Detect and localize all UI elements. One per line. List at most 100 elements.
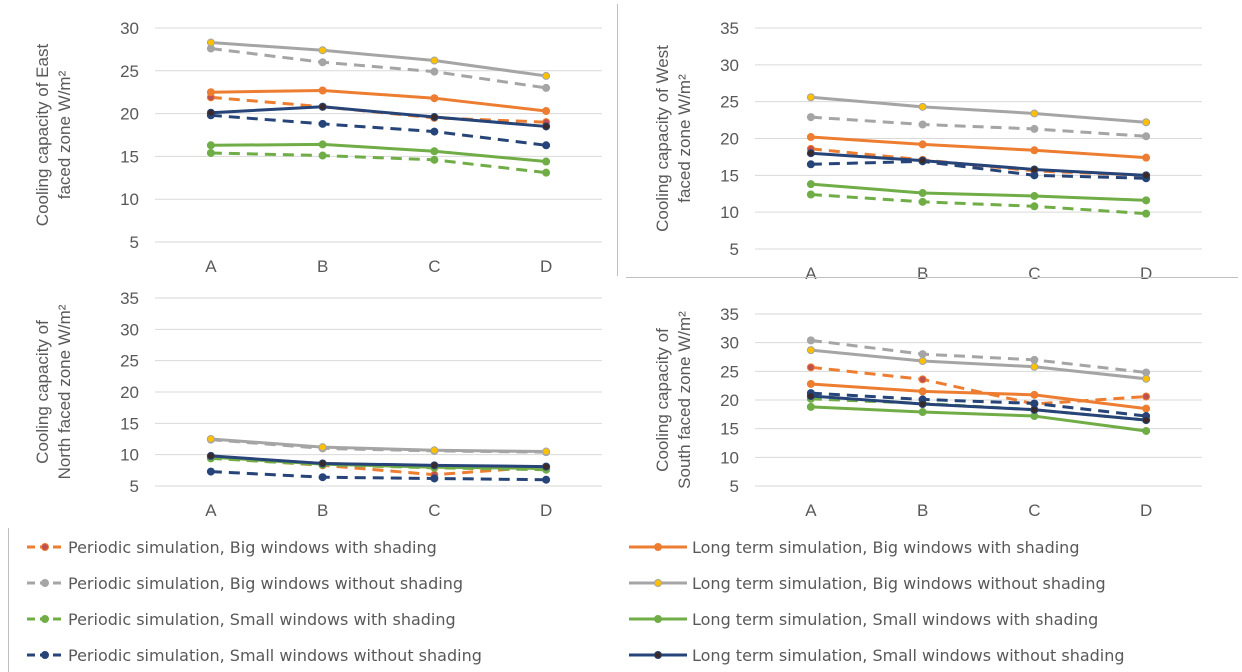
legend-item: Long term simulation, Big windows withou… <box>628 566 1106 600</box>
data-point <box>1142 209 1151 218</box>
data-point <box>918 197 927 206</box>
data-point <box>1142 426 1151 435</box>
data-point <box>318 102 327 111</box>
legend-item: Long term simulation, Small windows with… <box>628 638 1125 672</box>
data-point <box>542 71 551 80</box>
legend-swatch-marker <box>654 615 662 623</box>
legend-swatch <box>27 615 63 623</box>
data-point <box>1030 191 1039 200</box>
legend-swatch-marker <box>41 615 49 623</box>
y-tick-label: 25 <box>720 93 739 112</box>
data-point <box>918 156 927 165</box>
data-point <box>806 346 815 355</box>
x-tick-label: B <box>317 501 328 520</box>
data-point <box>430 56 439 65</box>
data-point <box>1142 118 1151 127</box>
y-tick-label: 25 <box>120 62 139 81</box>
data-point <box>1030 362 1039 371</box>
x-tick-label: D <box>1140 264 1152 283</box>
series-line <box>810 391 1147 418</box>
legend-item: Periodic simulation, Small windows witho… <box>26 638 482 672</box>
data-point <box>430 461 439 470</box>
legend-label: Long term simulation, Small windows with… <box>692 609 1099 629</box>
chart-svg: 5 10 15 20 25 30 35 A B C D Cooling capacity of Nort… <box>33 289 602 520</box>
west-zone-chart: 5 10 15 20 25 30 35 A B C D Cooling capacity of Wes… <box>620 0 1242 283</box>
y-axis-label: Cooling capacity of South faced zone W/m² <box>653 311 694 489</box>
legend-label: Periodic simulation, Small windows with … <box>68 609 456 629</box>
series-line <box>810 95 1147 124</box>
legend-swatch <box>27 543 63 551</box>
data-point <box>542 83 551 92</box>
legend-swatch <box>27 651 63 659</box>
legend-swatch-marker <box>654 579 662 587</box>
data-point <box>918 140 927 149</box>
data-point <box>206 435 215 443</box>
y-tick-label: 5 <box>730 240 739 259</box>
data-point <box>1030 202 1039 211</box>
x-tick-label: C <box>1028 264 1040 283</box>
legend-swatch <box>629 651 687 659</box>
y-tick-label: 20 <box>120 105 139 124</box>
legend: Periodic simulation, Big windows with sh… <box>0 528 1242 672</box>
legend-item: Periodic simulation, Small windows with … <box>26 602 456 636</box>
x-tick-label: D <box>540 501 552 520</box>
data-point <box>318 151 327 160</box>
data-point <box>806 402 815 411</box>
data-point <box>206 467 215 476</box>
data-point <box>318 140 327 149</box>
x-tick-label: C <box>1028 501 1040 520</box>
series-line <box>810 382 1147 411</box>
legend-label: Long term simulation, Big windows with s… <box>692 537 1080 557</box>
legend-label: Periodic simulation, Big windows with sh… <box>68 537 437 557</box>
data-point <box>1142 171 1151 180</box>
series-line <box>210 113 547 147</box>
x-tick-label: B <box>917 264 928 283</box>
data-point <box>318 473 327 482</box>
data-point <box>318 443 327 452</box>
data-point <box>1030 390 1039 399</box>
legend-swatch-marker <box>41 579 49 587</box>
y-tick-label: 15 <box>720 166 739 185</box>
y-tick-label: 10 <box>120 190 139 209</box>
y-tick-label: 15 <box>120 147 139 166</box>
y-axis-label-line: Cooling capacity of West <box>653 45 672 232</box>
series-line <box>210 151 547 175</box>
legend-label: Long term simulation, Big windows withou… <box>692 573 1106 593</box>
y-tick-label: 35 <box>720 305 739 324</box>
panel-divider-horizontal <box>626 277 1238 278</box>
data-point <box>1030 355 1039 364</box>
chart-svg: 5 10 15 20 25 30 A B C D Cooling capacity of East f… <box>33 19 602 276</box>
x-tick-label: A <box>205 501 217 520</box>
data-point <box>1142 153 1151 162</box>
panel-divider-vertical <box>617 4 618 276</box>
y-axis-label: Cooling capacity of East faced zone W/m² <box>33 44 74 227</box>
legend-divider <box>8 528 9 672</box>
data-point <box>806 363 815 372</box>
data-point <box>206 141 215 150</box>
data-point <box>1142 132 1151 141</box>
data-point <box>1142 404 1151 413</box>
legend-item: Periodic simulation, Big windows without… <box>26 566 463 600</box>
data-point <box>1030 405 1039 414</box>
legend-item: Long term simulation, Big windows with s… <box>628 530 1079 564</box>
legend-label: Long term simulation, Small windows with… <box>692 645 1125 665</box>
series-line <box>210 47 547 90</box>
series-line <box>210 142 547 164</box>
y-tick-label: 35 <box>720 19 739 38</box>
y-tick-label: 35 <box>120 289 139 308</box>
series-line <box>210 437 547 454</box>
series-line <box>210 105 547 128</box>
data-point <box>918 387 927 396</box>
data-point <box>542 157 551 166</box>
series-line <box>810 159 1147 180</box>
y-tick-label: 30 <box>120 320 139 339</box>
y-axis-label-line: North faced zone W/m² <box>55 304 74 479</box>
data-point <box>806 379 815 388</box>
data-point <box>806 133 815 142</box>
y-tick-label: 10 <box>720 448 739 467</box>
legend-label: Periodic simulation, Small windows witho… <box>68 645 482 665</box>
data-point <box>542 462 551 471</box>
legend-swatch-marker <box>654 651 662 659</box>
data-point <box>430 67 439 76</box>
series-line <box>210 454 547 469</box>
